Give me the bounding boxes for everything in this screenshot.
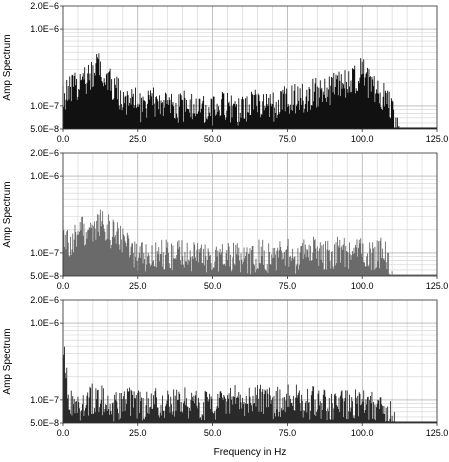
y-tick-label: 1.0E−7 [30,101,59,111]
x-tick-label: 75.0 [279,134,297,144]
x-tick-label: 50.0 [204,281,222,291]
spectrum-bars [62,53,437,129]
y-axis-label: Amp Spectrum [2,34,13,100]
x-tick-label: 125.0 [426,281,449,291]
x-tick-label: 50.0 [204,428,222,438]
x-tick-label: 25.0 [129,428,147,438]
x-tick-label: 125.0 [426,428,449,438]
plot-frame [62,299,438,424]
x-tick-label: 50.0 [204,134,222,144]
y-tick-label: 5.0E−8 [30,124,59,134]
y-tick-label: 2.0E−6 [30,1,59,11]
plot-frame [62,5,438,130]
y-tick-label: 1.0E−6 [30,318,59,328]
x-tick-label: 100.0 [351,428,374,438]
y-tick-label: 2.0E−6 [30,148,59,158]
y-tick-label: 1.0E−6 [30,24,59,34]
y-tick-label: 1.0E−7 [30,395,59,405]
spectrum-bars [62,209,437,276]
y-tick-label: 5.0E−8 [30,418,59,428]
x-tick-label: 0.0 [57,134,70,144]
x-tick-label: 75.0 [279,428,297,438]
spectrum-trace [62,53,400,129]
x-axis-label: Frequency in Hz [214,447,287,458]
spectrum-panel-1: 5.0E−8 1.0E−7 1.0E−6 2.0E−6 0.0 25.0 50.0 75.0 1… [2,1,448,144]
x-tick-label: 0.0 [57,281,70,291]
y-axis-label: Amp Spectrum [2,328,13,394]
spectrum-trace [62,209,393,276]
spectrum-panel-2: 5.0E−8 1.0E−7 1.0E−6 2.0E−6 0.0 25.0 50.0 75.0 1… [2,148,448,291]
x-tick-label: 75.0 [279,281,297,291]
y-axis-label: Amp Spectrum [2,181,13,247]
y-tick-label: 5.0E−8 [30,271,59,281]
y-tick-label: 1.0E−6 [30,171,59,181]
plot-frame [62,152,438,277]
x-tick-label: 25.0 [129,134,147,144]
x-tick-label: 0.0 [57,428,70,438]
x-tick-label: 100.0 [351,281,374,291]
x-tick-label: 100.0 [351,134,374,144]
x-tick-label: 125.0 [426,134,449,144]
x-tick-label: 25.0 [129,281,147,291]
y-tick-label: 1.0E−7 [30,248,59,258]
y-tick-label: 2.0E−6 [30,295,59,305]
spectrum-panel-3: 5.0E−8 1.0E−7 1.0E−6 2.0E−6 0.0 25.0 50.0 75.0 1… [2,295,448,438]
